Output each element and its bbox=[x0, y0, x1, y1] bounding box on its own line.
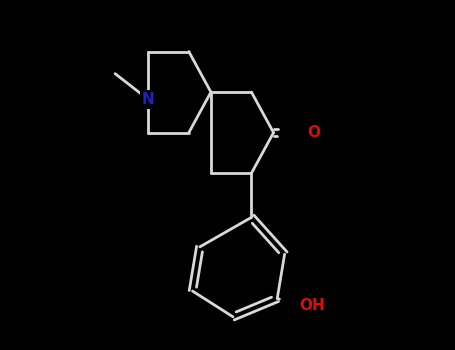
Text: O: O bbox=[308, 125, 321, 140]
Text: N: N bbox=[142, 92, 155, 107]
Text: OH: OH bbox=[299, 298, 325, 313]
